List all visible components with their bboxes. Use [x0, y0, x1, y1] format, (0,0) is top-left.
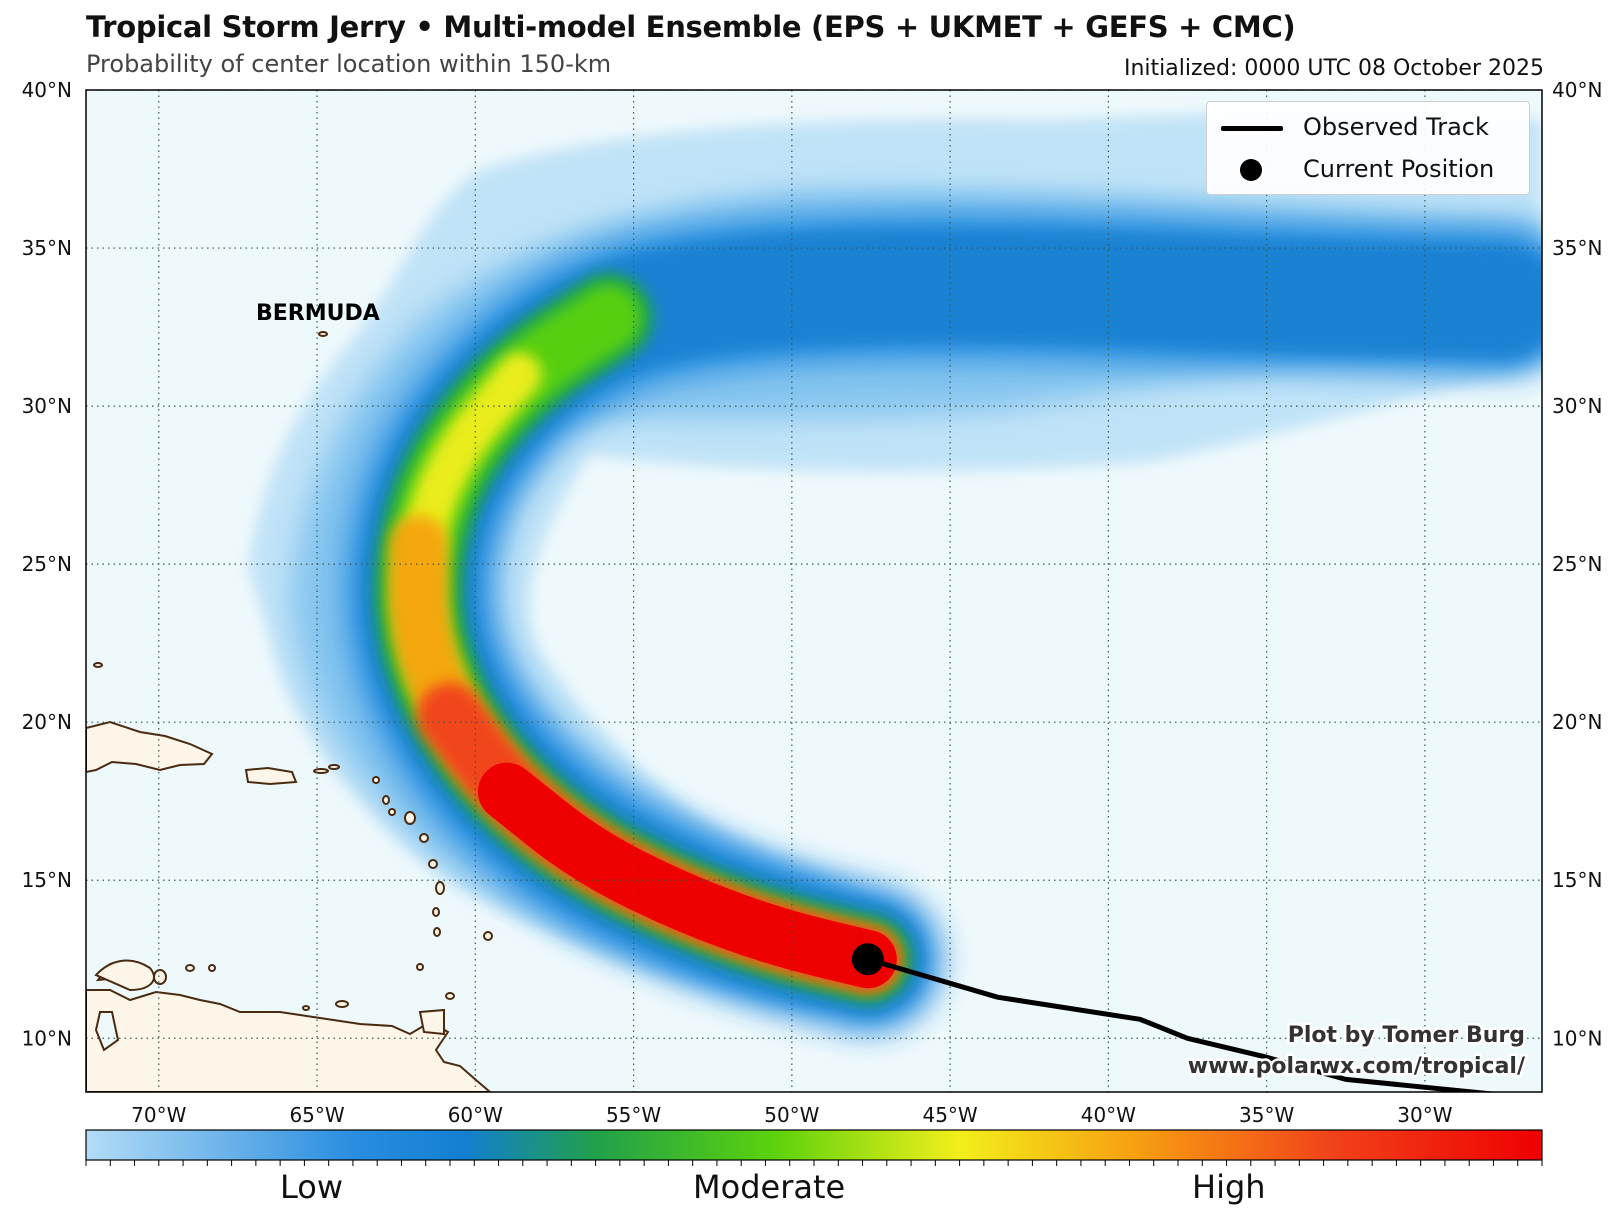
chart-title: Tropical Storm Jerry • Multi-model Ensem… — [86, 10, 1296, 44]
latitude-labels-left: 40°N 35°N 30°N 25°N 20°N 15°N 10°N — [22, 78, 72, 1050]
latitude-labels-right: 40°N 35°N 30°N 25°N 20°N 15°N 10°N — [1552, 78, 1602, 1050]
lat-label-right: 40°N — [1552, 78, 1602, 102]
observed-track-line — [865, 956, 1498, 1092]
legend-dot-swatch — [1240, 159, 1262, 181]
puerto-rico — [244, 766, 298, 786]
colorbar — [85, 1129, 1543, 1161]
legend-label-observed-track: Observed Track — [1303, 113, 1489, 141]
lon-label: 35°W — [1239, 1103, 1294, 1127]
plot-frame — [85, 89, 1543, 1093]
lon-label: 45°W — [922, 1103, 977, 1127]
probability-bands — [343, 210, 1542, 1035]
lon-label: 70°W — [131, 1103, 186, 1127]
lat-label-left: 40°N — [22, 78, 72, 102]
caribbean-land — [86, 720, 492, 1092]
probability-band — [477, 762, 897, 989]
lat-label-right: 10°N — [1552, 1026, 1602, 1050]
lat-label-left: 10°N — [22, 1026, 72, 1050]
credit-line-1: Plot by Tomer Burg — [1288, 1023, 1525, 1048]
colorbar-label-moderate: Moderate — [693, 1168, 846, 1206]
chart-subtitle: Probability of center location within 15… — [86, 50, 612, 78]
lesser-antilles — [93, 331, 493, 1011]
lon-label: 55°W — [606, 1103, 661, 1127]
guajira — [94, 959, 155, 992]
lat-label-left: 20°N — [22, 710, 72, 734]
lat-label-right: 15°N — [1552, 868, 1602, 892]
colorbar-label-high: High — [1192, 1168, 1266, 1206]
legend-label-current-position: Current Position — [1303, 155, 1495, 183]
gridlines — [86, 90, 1542, 1092]
credit-line-2: www.polarwx.com/tropical/ — [1188, 1054, 1526, 1079]
trinidad — [418, 1008, 445, 1036]
map-legend: Observed Track Current Position — [1206, 101, 1530, 195]
lat-label-left: 35°N — [22, 236, 72, 260]
south-america — [86, 989, 492, 1092]
lat-label-right: 20°N — [1552, 710, 1602, 734]
longitude-labels: 70°W 65°W 60°W 55°W 50°W 45°W 40°W 35°W 30°W — [131, 1103, 1453, 1127]
hispaniola — [86, 720, 214, 774]
lat-label-left: 15°N — [22, 868, 72, 892]
current-position-marker — [851, 943, 884, 976]
colorbar-label-low: Low — [280, 1168, 344, 1206]
lat-label-right: 35°N — [1552, 236, 1602, 260]
legend-item-current-position: Current Position — [1207, 150, 1529, 190]
lon-label: 50°W — [764, 1103, 819, 1127]
colorbar-ticks — [85, 1160, 1543, 1166]
lat-label-right: 25°N — [1552, 552, 1602, 576]
lake-maracaibo — [94, 1011, 120, 1052]
bermuda-label: BERMUDA — [256, 301, 380, 326]
initialized-time: Initialized: 0000 UTC 08 October 2025 — [1123, 56, 1544, 81]
lon-label: 30°W — [1397, 1103, 1452, 1127]
lon-label: 40°W — [1081, 1103, 1136, 1127]
lon-label: 65°W — [289, 1103, 344, 1127]
legend-item-observed-track: Observed Track — [1207, 108, 1529, 148]
legend-line-swatch — [1221, 126, 1283, 131]
lat-label-right: 30°N — [1552, 394, 1602, 418]
lat-label-left: 25°N — [22, 552, 72, 576]
lat-label-left: 30°N — [22, 394, 72, 418]
lon-label: 60°W — [448, 1103, 503, 1127]
